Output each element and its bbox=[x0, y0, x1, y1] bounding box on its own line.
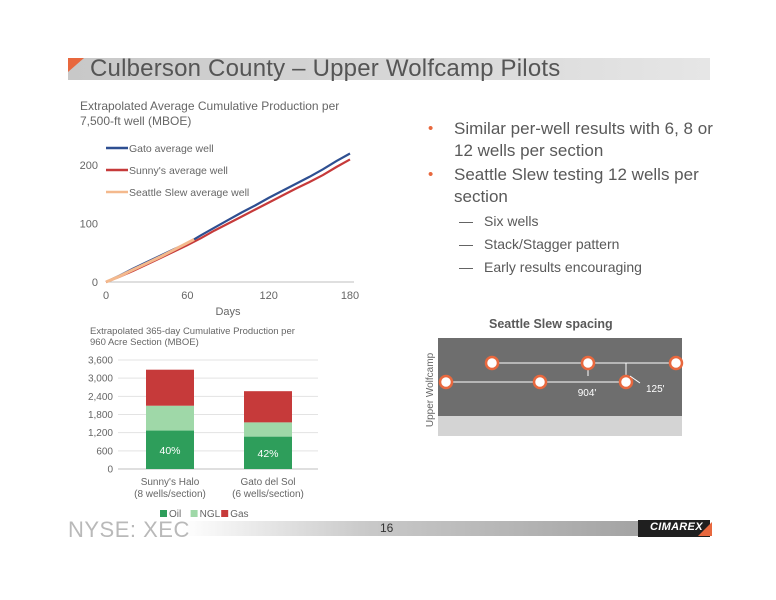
x-axis-label: Days bbox=[215, 306, 241, 318]
bar-segment bbox=[146, 405, 194, 431]
legend-label: Gato average well bbox=[129, 143, 214, 155]
sub-bullet-text: Early results encouraging bbox=[484, 259, 642, 275]
y-tick-label: 3,600 bbox=[88, 356, 113, 367]
legend-label: Oil bbox=[169, 509, 181, 520]
x-tick-label: (8 wells/section) bbox=[134, 489, 206, 500]
y-tick-label: 600 bbox=[96, 446, 113, 457]
bullet-list: • Similar per-well results with 6, 8 or … bbox=[424, 118, 724, 279]
bullet-dot-icon: • bbox=[428, 120, 434, 137]
y-tick-label: 100 bbox=[80, 219, 98, 231]
diagram-y-label: Upper Wolfcamp bbox=[425, 352, 436, 427]
sub-bullet-item: — Six wells bbox=[424, 210, 724, 233]
legend-label: Seattle Slew average well bbox=[129, 187, 249, 199]
y-tick-label: 1,200 bbox=[88, 428, 113, 439]
x-tick-label: 60 bbox=[181, 290, 193, 302]
y-tick-label: 0 bbox=[107, 465, 113, 476]
bar-chart-title: Extrapolated 365-day Cumulative Producti… bbox=[90, 326, 295, 348]
wolfcamp-zone bbox=[438, 338, 682, 416]
legend-swatch bbox=[190, 510, 198, 517]
legend-label: Gas bbox=[230, 509, 248, 520]
sub-bullet-text: Stack/Stagger pattern bbox=[484, 236, 620, 252]
bullet-text: Seattle Slew testing 12 wells per sectio… bbox=[454, 165, 699, 206]
sub-bullet-text: Six wells bbox=[484, 213, 539, 229]
legend-swatch bbox=[221, 510, 229, 517]
x-tick-label: 0 bbox=[103, 290, 109, 302]
bar-chart: 0 600 1,200 1,800 2,400 3,000 3,600 40% Sunny's … bbox=[88, 356, 318, 520]
bar-segment bbox=[146, 369, 194, 406]
spacing-title: Seattle Slew spacing bbox=[489, 317, 613, 331]
dimension-label: 125' bbox=[646, 384, 665, 395]
well-icon bbox=[484, 355, 500, 371]
y-tick-label: 1,800 bbox=[88, 410, 113, 421]
sub-bullet-item: — Stack/Stagger pattern bbox=[424, 233, 724, 256]
line-chart-title-line: Extrapolated Average Cumulative Producti… bbox=[80, 99, 340, 113]
bar-segment bbox=[244, 436, 292, 469]
title-bar bbox=[68, 58, 710, 80]
x-tick-label: 120 bbox=[259, 290, 277, 302]
dash-icon: — bbox=[459, 259, 473, 275]
bullet-dot-icon: • bbox=[428, 166, 434, 183]
x-tick-label: 180 bbox=[341, 290, 359, 302]
x-tick-label: Sunny's Halo bbox=[141, 477, 200, 488]
leader-line bbox=[629, 375, 641, 384]
bar-chart-title-line: 960 Acre Section (MBOE) bbox=[90, 337, 199, 348]
y-tick-label: 3,000 bbox=[88, 374, 113, 385]
bar-segment bbox=[244, 422, 292, 437]
footer-ticker: NYSE: XEC bbox=[68, 517, 190, 542]
spacing-diagram: Upper Wolfcamp 904' 125' bbox=[425, 338, 684, 436]
well-icon bbox=[438, 374, 454, 390]
data-label: 42% bbox=[257, 448, 278, 460]
data-label: 40% bbox=[159, 445, 180, 457]
bullet-text: Similar per-well results with 6, 8 or 12… bbox=[454, 119, 713, 160]
logo-text: CIMAREX bbox=[650, 521, 703, 533]
line-chart: 0 100 200 0 60 120 180 Days Gato average well Sun… bbox=[80, 143, 360, 318]
y-tick-label: 0 bbox=[92, 277, 98, 289]
x-tick-label: (6 wells/section) bbox=[232, 489, 304, 500]
sub-bullet-item: — Early results encouraging bbox=[424, 256, 724, 279]
slide-title: Culberson County – Upper Wolfcamp Pilots bbox=[90, 55, 561, 82]
line-chart-title: Extrapolated Average Cumulative Producti… bbox=[80, 99, 339, 129]
bar-segment bbox=[146, 430, 194, 469]
y-tick-label: 2,400 bbox=[88, 392, 113, 403]
bar-chart-title-line: Extrapolated 365-day Cumulative Producti… bbox=[90, 326, 295, 337]
well-icon bbox=[618, 374, 634, 390]
dimension-label: 904' bbox=[578, 388, 597, 399]
bullet-item: • Seattle Slew testing 12 wells per sect… bbox=[424, 164, 724, 208]
x-tick-label: Gato del Sol bbox=[240, 477, 295, 488]
dash-icon: — bbox=[459, 236, 473, 252]
bullet-item: • Similar per-well results with 6, 8 or … bbox=[424, 118, 724, 162]
legend-label: NGL bbox=[200, 509, 221, 520]
legend-swatch bbox=[160, 510, 167, 517]
dash-icon: — bbox=[459, 213, 473, 229]
title-accent-triangle bbox=[68, 58, 84, 72]
well-icon bbox=[580, 355, 596, 371]
logo bbox=[638, 520, 710, 537]
footer-bar bbox=[182, 521, 642, 536]
series-line bbox=[105, 238, 195, 284]
y-tick-label: 200 bbox=[80, 160, 98, 172]
page-number: 16 bbox=[380, 521, 394, 535]
well-icon bbox=[668, 355, 684, 371]
legend-label: Sunny's average well bbox=[129, 165, 228, 177]
logo-accent-triangle bbox=[698, 522, 712, 536]
line-chart-title-line: 7,500-ft well (MBOE) bbox=[80, 114, 192, 128]
bar-segment bbox=[244, 391, 292, 423]
well-icon bbox=[532, 374, 548, 390]
